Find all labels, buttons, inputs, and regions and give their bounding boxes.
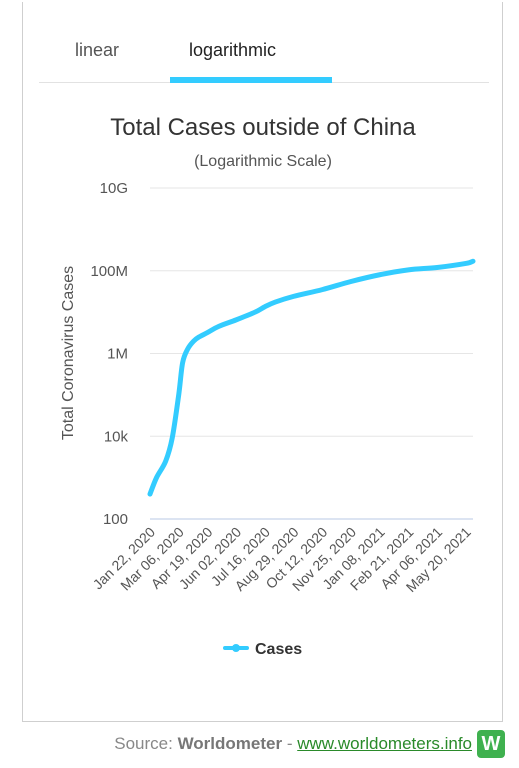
y-tick-labels: 100 10k 1M 100M 10G (90, 180, 128, 528)
worldometer-logo[interactable]: W (477, 730, 505, 758)
series-layer (147, 258, 476, 497)
y-tick-label: 10k (104, 428, 129, 445)
source-separator: - (282, 734, 298, 753)
gridlines (150, 187, 473, 520)
y-tick-label: 100M (90, 263, 128, 280)
y-tick-label: 10G (100, 180, 128, 197)
scale-tabs: linear logarithmic (39, 2, 489, 83)
source-name: Worldometer (177, 734, 283, 753)
y-tick-label: 1M (107, 346, 128, 363)
active-tab-indicator (170, 77, 332, 83)
chart-card: linear logarithmic (22, 2, 503, 722)
legend-marker (232, 644, 240, 652)
source-prefix: Source: (114, 734, 178, 753)
chart-svg: Total Cases outside of China (Logarithmi… (60, 114, 476, 658)
y-axis-label: Total Coronavirus Cases (60, 266, 77, 440)
legend-label: Cases (255, 641, 302, 658)
tab-logarithmic[interactable]: logarithmic (189, 40, 277, 60)
source-footer: Source: Worldometer - www.worldometers.i… (0, 734, 472, 754)
series-line-cases (147, 258, 476, 497)
y-tick-label: 100 (103, 511, 128, 528)
chart-subtitle: (Logarithmic Scale) (194, 153, 332, 170)
tab-linear[interactable]: linear (75, 40, 120, 60)
source-link[interactable]: www.worldometers.info (297, 734, 472, 753)
chart-title: Total Cases outside of China (110, 114, 416, 141)
legend[interactable]: Cases (223, 641, 302, 658)
